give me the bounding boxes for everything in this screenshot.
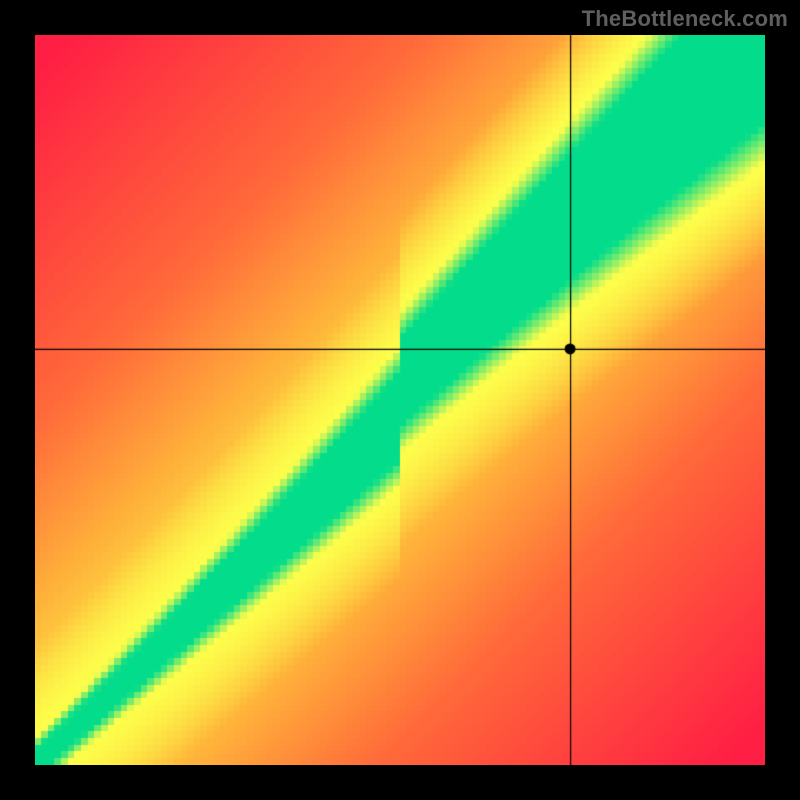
bottleneck-heatmap xyxy=(35,35,765,765)
attribution-label: TheBottleneck.com xyxy=(582,6,788,32)
chart-container: { "attribution": { "text": "TheBottlenec… xyxy=(0,0,800,800)
